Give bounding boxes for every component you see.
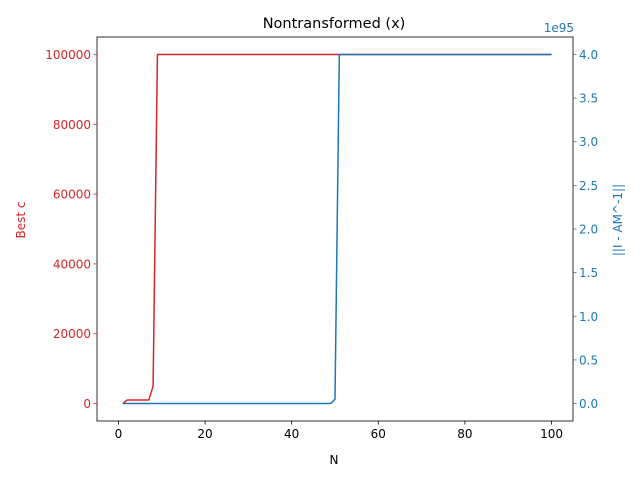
left-y-tick-label: 40000 (53, 257, 91, 271)
x-tick-label: 80 (457, 427, 472, 441)
right-y-tick-label: 3.5 (579, 92, 598, 106)
left-y-tick-label: 20000 (53, 327, 91, 341)
right-y-tick-label: 1.0 (579, 310, 598, 324)
x-tick-label: 40 (284, 427, 299, 441)
x-tick-label: 100 (540, 427, 563, 441)
right-y-axis: 0.0 0.5 1.0 1.5 2.0 2.5 3.0 3.5 4.0 (573, 48, 598, 411)
x-tick-label: 60 (371, 427, 386, 441)
right-y-tick-label: 3.0 (579, 135, 598, 149)
right-y-tick-label: 2.0 (579, 223, 598, 237)
right-axis-offset-text: 1e95 (544, 21, 574, 35)
x-axis-label: N (330, 453, 339, 467)
right-y-tick-label: 0.0 (579, 397, 598, 411)
x-tick-label: 20 (197, 427, 212, 441)
x-axis: 0 20 40 60 80 100 (115, 421, 563, 441)
left-y-axis: 0 20000 40000 60000 80000 100000 (45, 48, 97, 411)
left-y-tick-label: 60000 (53, 188, 91, 202)
right-y-tick-label: 2.5 (579, 179, 598, 193)
right-y-tick-label: 0.5 (579, 353, 598, 367)
right-y-tick-label: 1.5 (579, 266, 598, 280)
left-y-tick-label: 100000 (45, 48, 91, 62)
chart-title: Nontransformed (x) (263, 16, 406, 32)
left-axis-label: Best c (14, 202, 28, 239)
left-y-tick-label: 0 (83, 397, 91, 411)
series-line-right (122, 53, 552, 405)
x-tick-label: 0 (115, 427, 123, 441)
right-y-tick-label: 4.0 (579, 48, 598, 62)
left-y-tick-label: 80000 (53, 118, 91, 132)
right-axis-label: ||I - AM^-1|| (611, 184, 625, 256)
